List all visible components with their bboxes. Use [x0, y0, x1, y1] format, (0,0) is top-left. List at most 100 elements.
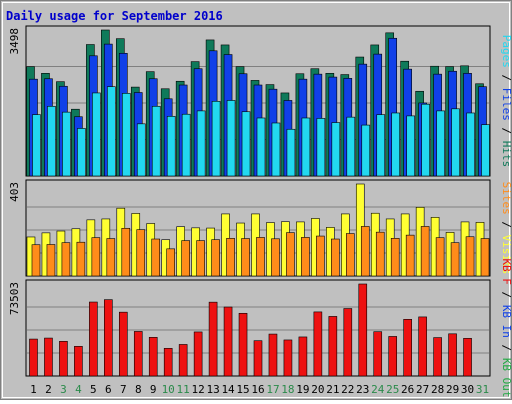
bar-kb-f-day-28	[433, 337, 442, 377]
bar-pages-day-13	[211, 100, 221, 177]
legend-part: /	[500, 285, 512, 305]
bar-pages-day-15	[241, 111, 251, 177]
bar-sites-day-27	[420, 226, 430, 277]
bar-pages-day-25	[391, 112, 401, 177]
x-tick-label: 28	[431, 383, 444, 396]
bar-kb-f-day-21	[328, 316, 338, 377]
y-axis-max-label: 3498	[8, 28, 21, 55]
x-tick-label: 16	[251, 383, 264, 396]
bar-kb-f-day-18	[283, 339, 293, 377]
chart-title: Daily usage for September 2016	[6, 9, 223, 23]
bar-sites-day-22	[346, 233, 355, 277]
x-tick-label: 8	[135, 383, 142, 396]
series-legend-label: Pages / Files / Hits	[500, 35, 512, 168]
bar-pages-day-16	[256, 117, 266, 177]
bar-sites-day-11	[181, 240, 190, 277]
x-tick-label: 12	[192, 383, 205, 396]
bar-kb-f-day-25	[388, 336, 398, 377]
bar-sites-day-6	[106, 238, 116, 277]
x-tick-label: 22	[341, 383, 354, 396]
bar-sites-day-1	[31, 244, 41, 277]
bar-pages-day-5	[92, 92, 101, 177]
bar-kb-f-day-30	[463, 338, 472, 377]
bar-pages-day-1	[32, 114, 41, 177]
x-tick-label: 18	[281, 383, 294, 396]
bar-kb-f-day-29	[448, 333, 457, 377]
legend-part: /	[500, 215, 512, 235]
bar-kb-f-day-23	[358, 283, 368, 377]
x-tick-label: 26	[401, 383, 414, 396]
x-tick-label: 14	[221, 383, 235, 396]
bar-kb-f-day-27	[418, 316, 427, 377]
panel-1: 3498 Pages / Files / Hits	[8, 25, 512, 177]
x-tick-label: 20	[311, 383, 324, 396]
bar-kb-f-day-17	[268, 333, 278, 377]
bar-sites-day-25	[390, 238, 400, 277]
bar-pages-day-24	[376, 114, 386, 177]
bar-sites-day-17	[271, 238, 280, 277]
bar-kb-f-day-24	[373, 331, 383, 377]
x-axis-day-labels: 1 2 3 4 5 6 7 8 9 10 11 12 13 14 15 16 17 18 19 20 21 22 23 24 2…	[30, 383, 489, 396]
bar-sites-day-4	[76, 241, 86, 277]
bar-pages-day-31	[481, 124, 490, 177]
chart-panels: 3498 Pages / Files / Hits 403 Sites / Visit…	[8, 25, 512, 398]
bar-kb-f-day-13	[208, 301, 218, 377]
bar-pages-day-4	[77, 128, 86, 177]
bar-pages-day-29	[451, 108, 460, 177]
x-tick-label: 7	[120, 383, 127, 396]
x-tick-label: 30	[461, 383, 474, 396]
bar-pages-day-23	[361, 124, 371, 177]
legend-part: KB Out	[500, 358, 512, 398]
x-tick-label: 10	[162, 383, 175, 396]
bar-pages-day-2	[47, 105, 56, 177]
bar-sites-day-26	[405, 234, 415, 277]
legend-part: /	[500, 68, 512, 88]
bar-pages-day-28	[436, 110, 445, 177]
bar-pages-day-8	[136, 123, 146, 177]
x-tick-label: 3	[60, 383, 67, 396]
panel-2: 403 Sites / Visits	[8, 179, 512, 277]
bar-sites-day-29	[450, 242, 460, 277]
bar-sites-day-15	[241, 238, 250, 277]
bar-sites-day-18	[286, 232, 295, 277]
chart-inner-border	[2, 2, 510, 398]
bar-sites-day-24	[375, 231, 385, 277]
x-tick-label: 2	[45, 383, 52, 396]
x-tick-label: 21	[326, 383, 339, 396]
y-axis-max-label: 73503	[8, 282, 21, 315]
bar-sites-day-8	[136, 229, 146, 277]
x-tick-label: 31	[476, 383, 489, 396]
x-tick-label: 9	[150, 383, 157, 396]
bar-pages-day-10	[166, 116, 176, 177]
bar-sites-day-5	[91, 237, 101, 277]
bar-kb-f-day-4	[74, 346, 83, 377]
x-tick-label: 25	[386, 383, 399, 396]
bar-pages-day-21	[331, 122, 341, 177]
bar-kb-f-day-19	[298, 336, 308, 377]
bar-sites-day-20	[316, 235, 325, 277]
bar-kb-f-day-12	[193, 331, 203, 377]
bar-sites-day-2	[46, 244, 56, 277]
x-tick-label: 24	[371, 383, 385, 396]
bar-sites-day-9	[151, 238, 161, 277]
bar-pages-day-17	[271, 122, 281, 177]
x-tick-label: 11	[177, 383, 190, 396]
bar-pages-day-6	[107, 86, 116, 177]
bar-sites-day-3	[61, 242, 71, 277]
bar-sites-day-14	[226, 238, 235, 277]
bar-pages-day-7	[121, 93, 131, 177]
bar-sites-day-21	[331, 238, 340, 277]
bar-pages-day-30	[466, 112, 475, 177]
x-tick-label: 19	[296, 383, 309, 396]
legend-part: /	[500, 121, 512, 141]
series-legend-label: KB F / KB In / KB Out	[500, 258, 512, 397]
bar-pages-day-26	[406, 115, 415, 177]
bar-pages-day-14	[226, 100, 236, 177]
bar-sites-day-7	[121, 227, 131, 277]
bar-pages-day-12	[196, 110, 206, 177]
bar-kb-f-day-3	[59, 341, 68, 377]
bar-pages-day-20	[316, 118, 326, 177]
bar-kb-f-day-14	[223, 306, 233, 377]
bar-sites-day-13	[211, 239, 220, 277]
